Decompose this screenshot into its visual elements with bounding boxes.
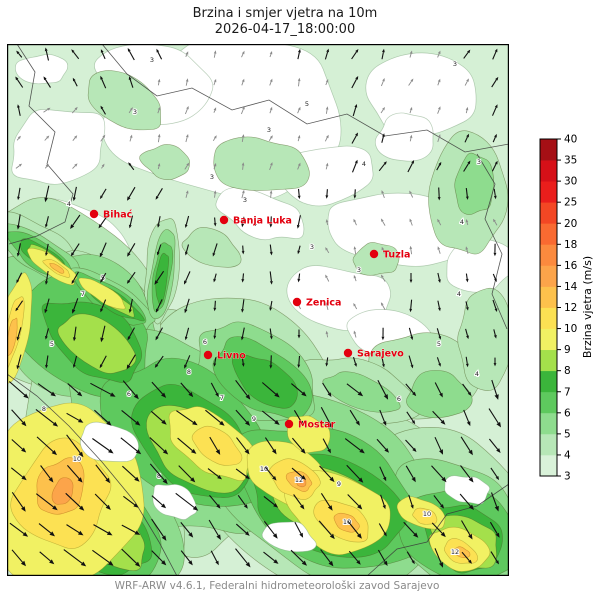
colorbar-segment <box>540 244 557 266</box>
city-layer: Bihać Banja Luka Tuzla Zenica Livno Sarajevo M… <box>89 209 411 431</box>
colorbar-tick-label: 5 <box>564 428 571 440</box>
contour-label: 8 <box>157 472 161 480</box>
colorbar-tick-label: 20 <box>564 218 577 230</box>
contour-label: 3 <box>267 126 271 134</box>
colorbar-tick-label: 40 <box>564 134 577 146</box>
contour-label: 10 <box>73 455 81 463</box>
contour-label: 3 <box>310 243 314 251</box>
colorbar-segment <box>540 181 557 203</box>
contour-label: 8 <box>187 368 191 376</box>
contour-label: 5 <box>437 340 441 348</box>
contour-label: 4 <box>362 160 366 168</box>
contour-label: 3 <box>453 60 457 68</box>
contour-label: 10 <box>423 510 431 518</box>
contour-label: 12 <box>295 476 303 484</box>
contour-labels: 3333334345457685678910101289101210654343… <box>41 55 482 557</box>
city-label: Bihać <box>103 210 133 221</box>
colorbar-tick-label: 18 <box>564 239 577 251</box>
colorbar-segment <box>540 370 557 393</box>
contour-label: 12 <box>451 548 459 556</box>
contour-label: 3 <box>477 158 481 166</box>
colorbar-tick-label: 12 <box>564 302 577 314</box>
colorbar-tick-label: 10 <box>564 323 577 335</box>
colorbar-segment <box>540 433 557 456</box>
colorbar-segment <box>540 307 557 329</box>
colorbar-segment <box>540 286 557 308</box>
city-label: Zenica <box>306 298 341 309</box>
contour-label: 3 <box>243 196 247 204</box>
colorbar-axis-label: Brzina vjetra (m/s) <box>581 256 594 358</box>
contour-label: 8 <box>42 405 46 413</box>
colorbar: 3 4 5 6 7 8 9 10 12 14 16 18 20 25 30 35 40 Brzina vjetr… <box>538 132 600 484</box>
city-marker <box>284 419 294 429</box>
contour-label: 6 <box>127 390 131 398</box>
fill-14-16 <box>51 476 307 505</box>
contour-label: 4 <box>460 218 464 226</box>
city-marker <box>292 297 302 307</box>
city-marker <box>219 215 229 225</box>
chart-title: Brzina i smjer vjetra na 10m 2026-04-17_… <box>0 6 570 37</box>
contour-label: 4 <box>67 200 71 208</box>
colorbar-segment <box>540 328 557 351</box>
colorbar-segment <box>540 454 557 477</box>
contour-label: 5 <box>305 100 309 108</box>
chart-title-line1: Brzina i smjer vjetra na 10m <box>192 6 378 21</box>
colorbar-tick-label: 14 <box>564 281 578 293</box>
colorbar-tick-label: 16 <box>564 260 578 272</box>
contour-label: 6 <box>203 338 207 346</box>
contour-label: 6 <box>397 395 401 403</box>
contour-label: 7 <box>81 290 85 298</box>
colorbar-tick-label: 6 <box>564 407 571 419</box>
contour-label: 4 <box>253 220 257 228</box>
contour-label: 9 <box>252 415 256 423</box>
contour-label: 7 <box>220 394 224 402</box>
colorbar-tick-label: 30 <box>564 176 577 188</box>
city-label: Sarajevo <box>357 349 404 360</box>
source-caption: WRF-ARW v4.6.1, Federalni hidrometeorolo… <box>114 580 440 592</box>
city-label: Tuzla <box>383 250 410 261</box>
colorbar-segment <box>540 202 557 224</box>
contour-label: 9 <box>337 480 341 488</box>
chart-title-line2: 2026-04-17_18:00:00 <box>214 21 356 37</box>
contour-label: 4 <box>475 370 479 378</box>
contour-label: 3 <box>357 266 361 274</box>
colorbar-tick-label: 25 <box>564 197 577 209</box>
calm-pockets <box>79 421 491 553</box>
colorbar-segment <box>540 391 557 414</box>
colorbar-segment <box>540 265 557 287</box>
colorbar-segment <box>540 160 557 182</box>
contour-label: 3 <box>150 56 154 64</box>
colorbar-tick-label: 35 <box>564 155 577 167</box>
city-label: Mostar <box>298 420 336 431</box>
contour-label: 3 <box>210 173 214 181</box>
contour-label: 10 <box>343 518 351 526</box>
contour-label: 5 <box>50 340 54 348</box>
colorbar-tick-label: 7 <box>564 386 571 398</box>
colorbar-segment <box>540 412 557 435</box>
colorbar-tick-label: 4 <box>564 449 571 461</box>
wind-map: 3333334345457685678910101289101210654343… <box>7 44 509 576</box>
city-label: Banja Luka <box>233 216 292 227</box>
city-marker <box>343 348 353 358</box>
city-label: Livno <box>217 351 246 362</box>
city-marker <box>89 209 99 219</box>
colorbar-segment <box>540 349 557 372</box>
colorbar-segment <box>540 139 557 161</box>
colorbar-tick-label: 8 <box>564 365 571 377</box>
city-marker <box>369 249 379 259</box>
colorbar-tick-label: 3 <box>564 471 571 483</box>
contour-label: 10 <box>260 465 268 473</box>
city-marker <box>203 350 213 360</box>
colorbar-segment <box>540 223 557 245</box>
colorbar-tick-label: 9 <box>564 344 571 356</box>
wind-map-svg: 3333334345457685678910101289101210654343… <box>7 44 509 576</box>
contour-label: 4 <box>457 290 461 298</box>
map-frame <box>7 44 509 576</box>
contour-label: 3 <box>133 108 137 116</box>
wind-arrows <box>8 47 501 568</box>
